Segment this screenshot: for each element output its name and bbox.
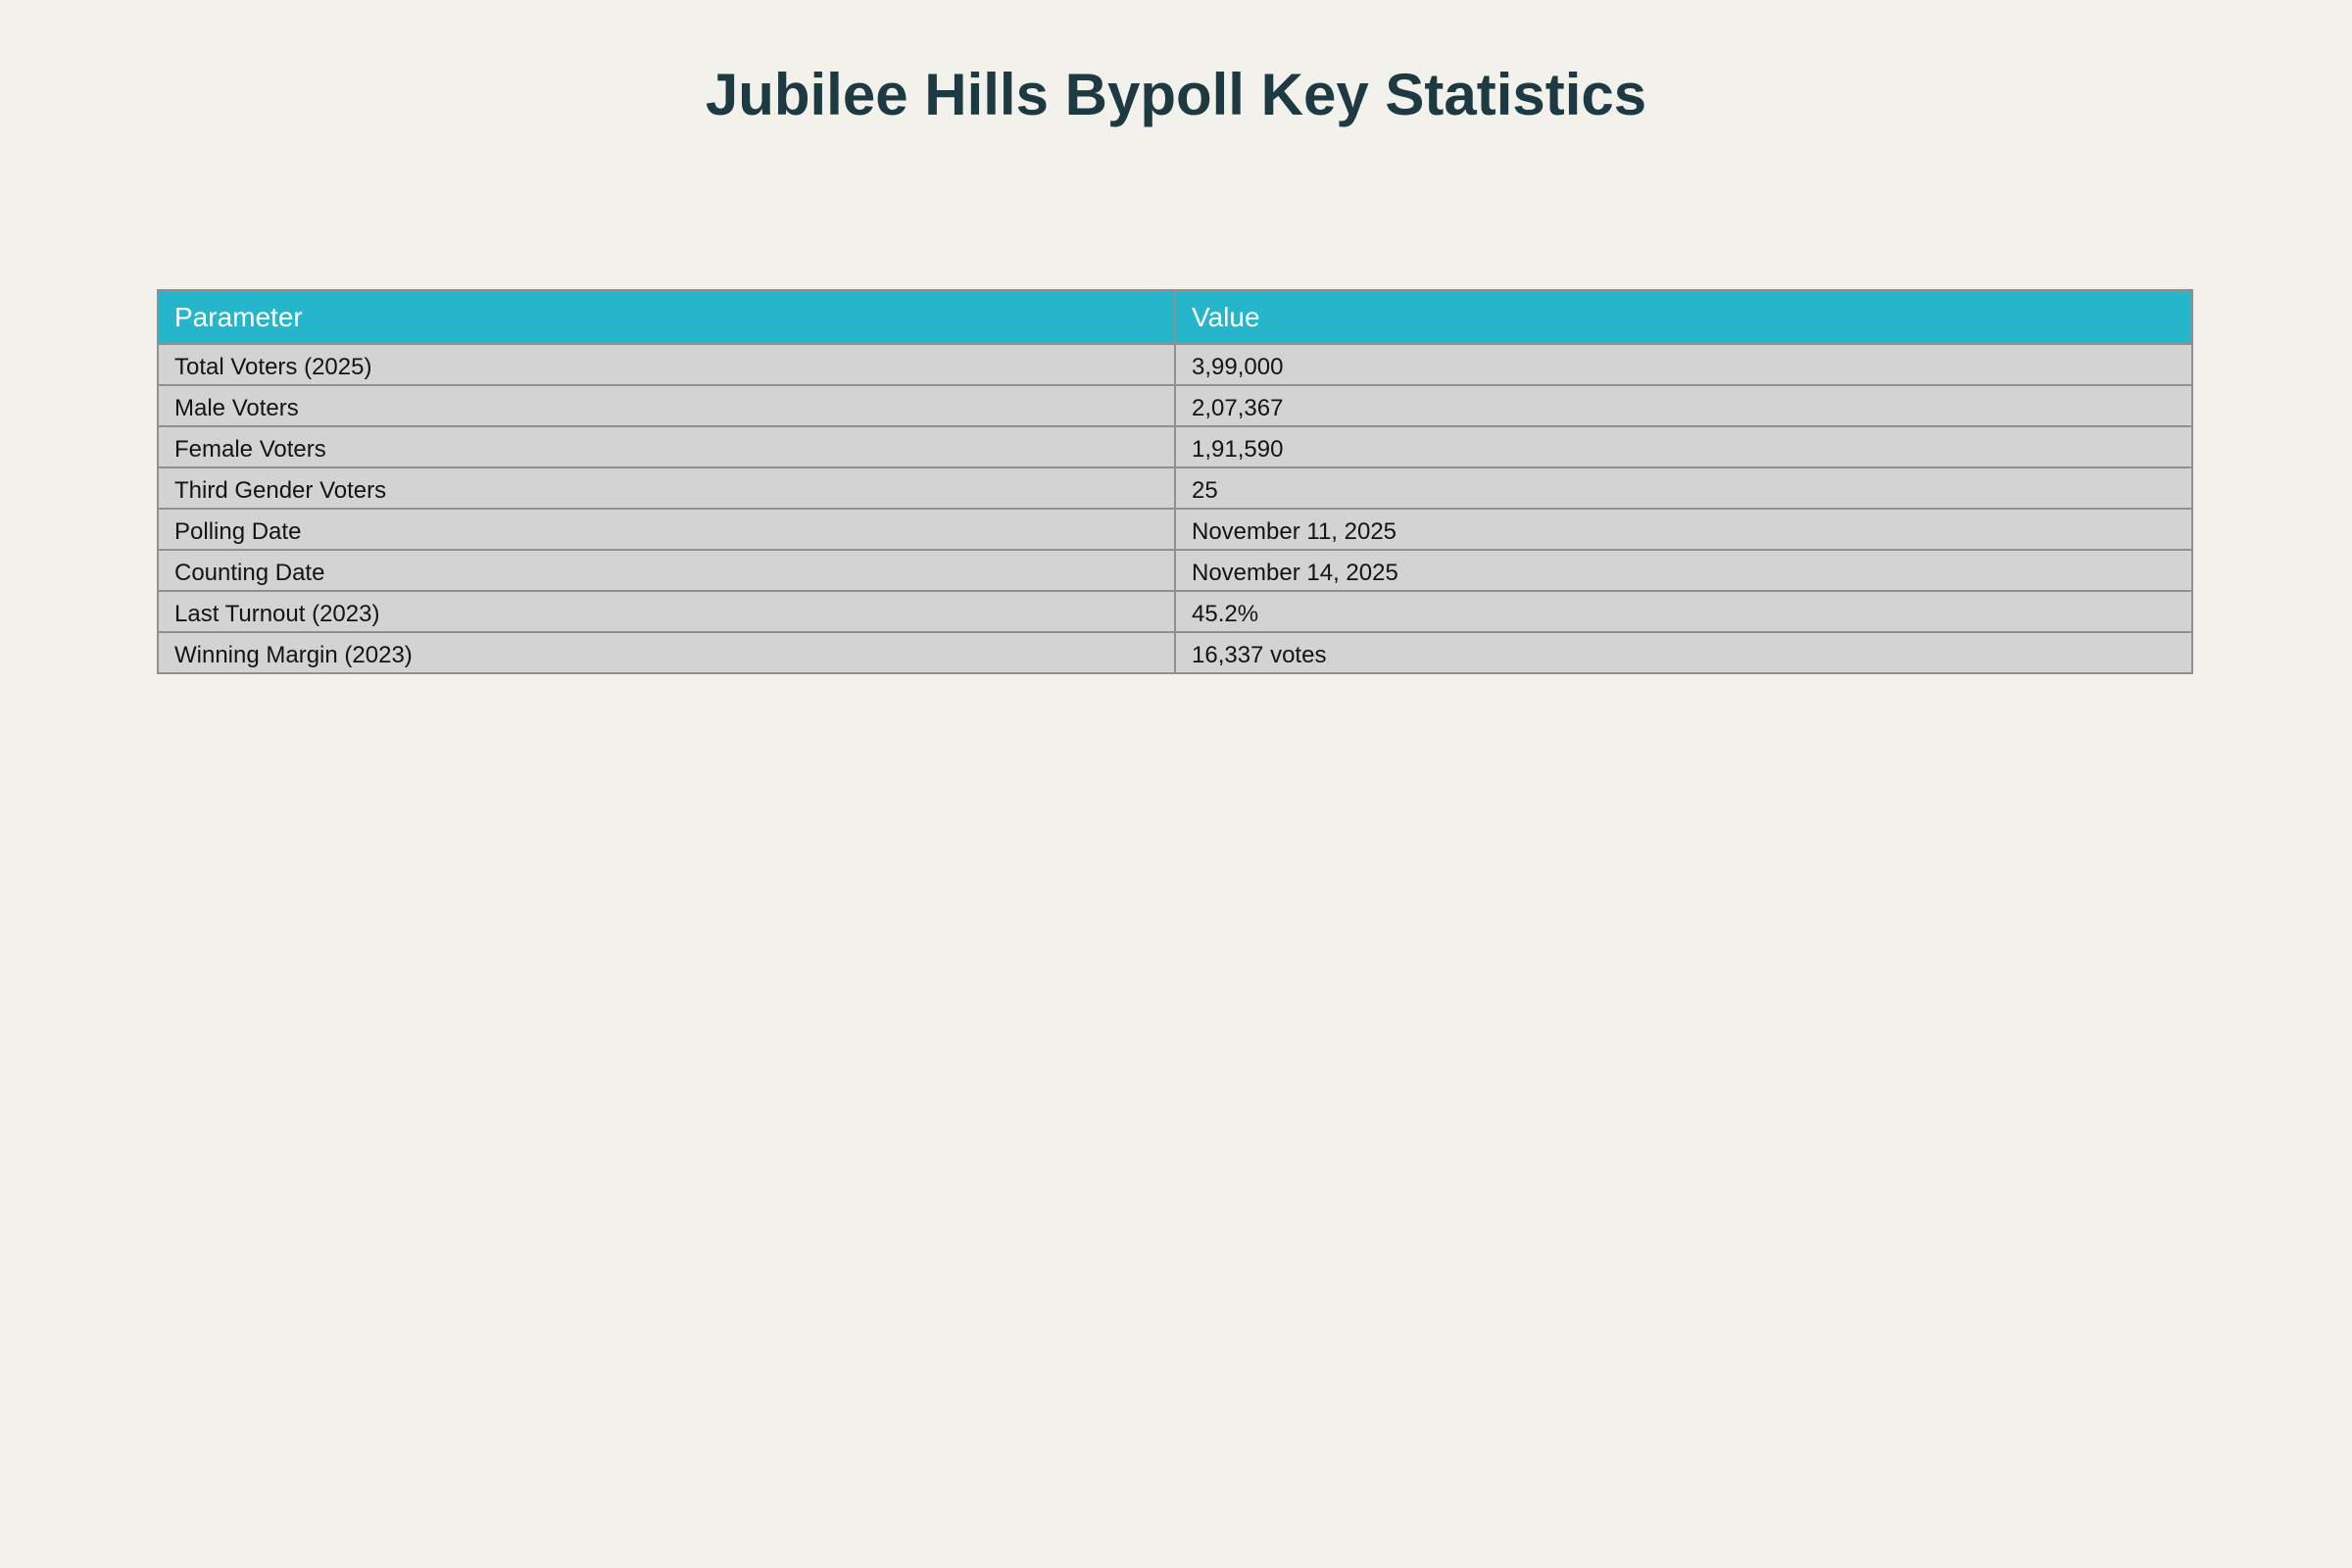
table-header-row: Parameter Value (157, 289, 2193, 345)
table-row: Last Turnout (2023) 45.2% (157, 590, 2193, 633)
value-cell: 1,91,590 (1174, 425, 2193, 468)
page-title: Jubilee Hills Bypoll Key Statistics (705, 62, 1647, 127)
param-cell: Total Voters (2025) (157, 343, 1176, 386)
table-header-value: Value (1174, 289, 2193, 345)
value-cell: 3,99,000 (1174, 343, 2193, 386)
table-row: Polling Date November 11, 2025 (157, 508, 2193, 551)
table-header-parameter: Parameter (157, 289, 1176, 345)
stats-table: Parameter Value Total Voters (2025) 3,99… (157, 289, 2193, 674)
value-cell: November 11, 2025 (1174, 508, 2193, 551)
table-row: Total Voters (2025) 3,99,000 (157, 343, 2193, 386)
table-row: Third Gender Voters 25 (157, 466, 2193, 510)
param-cell: Counting Date (157, 549, 1176, 592)
param-cell: Male Voters (157, 384, 1176, 427)
param-cell: Female Voters (157, 425, 1176, 468)
param-cell: Last Turnout (2023) (157, 590, 1176, 633)
table-row: Female Voters 1,91,590 (157, 425, 2193, 468)
value-cell: 16,337 votes (1174, 631, 2193, 674)
param-cell: Third Gender Voters (157, 466, 1176, 510)
param-cell: Winning Margin (2023) (157, 631, 1176, 674)
table-row: Winning Margin (2023) 16,337 votes (157, 631, 2193, 674)
value-cell: 45.2% (1174, 590, 2193, 633)
value-cell: November 14, 2025 (1174, 549, 2193, 592)
param-cell: Polling Date (157, 508, 1176, 551)
table-row: Counting Date November 14, 2025 (157, 549, 2193, 592)
value-cell: 25 (1174, 466, 2193, 510)
table-row: Male Voters 2,07,367 (157, 384, 2193, 427)
stats-table-container: Parameter Value Total Voters (2025) 3,99… (157, 289, 2193, 674)
value-cell: 2,07,367 (1174, 384, 2193, 427)
